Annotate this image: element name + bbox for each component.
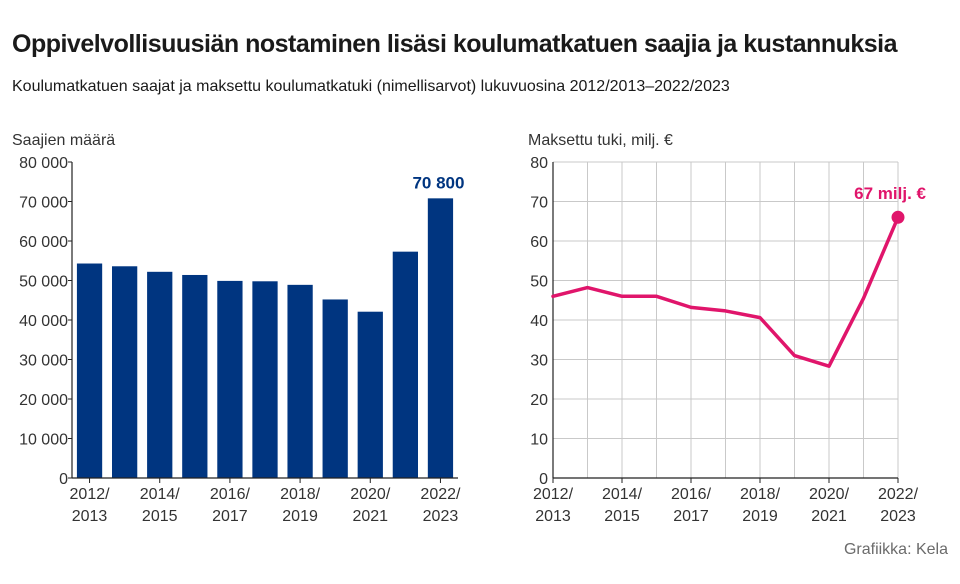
bar-2013-2014 [112, 266, 138, 478]
bar-y-tick-label: 50 000 [19, 274, 68, 291]
bar-x-tick-label: 2017 [212, 508, 248, 525]
line-x-tick-label: 2014/ [602, 486, 643, 503]
line-y-tick-label: 30 [530, 353, 548, 370]
line-x-tick-label: 2015 [604, 508, 640, 525]
line-chart-ylabel: Maksettu tuki, milj. € [528, 132, 673, 149]
bar-2012-2013 [76, 263, 103, 478]
line-x-tick-label: 2023 [880, 508, 916, 525]
line-y-tick-label: 60 [530, 234, 548, 251]
chart-subtitle: Koulumatkatuen saajat ja maksettu koulum… [12, 78, 730, 95]
bar-x-tick-label: 2013 [72, 508, 108, 525]
bar-2020-2021 [357, 311, 383, 478]
recipients-bar-chart: Saajien määrä 0 10 000 20 000 30 000 40 000 5… [12, 132, 464, 525]
line-x-tick-label: 2017 [673, 508, 709, 525]
bar-y-tick-label: 10 000 [19, 432, 68, 449]
line-y-tick-label: 0 [539, 471, 548, 488]
bar-y-tick-label: 80 000 [19, 155, 68, 172]
line-y-tick-label: 50 [530, 274, 548, 291]
bar-y-tick-label: 0 [59, 471, 68, 488]
bar-x-tick-label: 2022/ [420, 486, 461, 503]
credit-text: Grafiikka: Kela [843, 541, 948, 558]
line-x-tick-label: 2012/ [533, 486, 574, 503]
bar-2021-2022 [392, 251, 418, 478]
last-point-marker [891, 210, 905, 224]
bar-x-tick-label: 2019 [282, 508, 318, 525]
bar-x-tick-label: 2021 [352, 508, 388, 525]
line-y-tick-label: 80 [530, 155, 548, 172]
bar-y-tick-label: 30 000 [19, 353, 68, 370]
line-y-tick-label: 20 [530, 392, 548, 409]
subsidy-line-chart: Maksettu tuki, milj. € 0 10 20 30 40 50 60 70 80… [528, 132, 927, 525]
bar-y-tick-label: 40 000 [19, 313, 68, 330]
bar-x-tick-label: 2023 [423, 508, 459, 525]
line-x-tick-label: 2018/ [740, 486, 781, 503]
bar-2018-2019 [287, 284, 313, 478]
bar-2014-2015 [147, 271, 173, 478]
bar-x-tick-label: 2012/ [70, 486, 111, 503]
line-y-tick-label: 40 [530, 313, 548, 330]
bar-x-tick-label: 2018/ [280, 486, 321, 503]
line-value-annotation: 67 milj. € [854, 184, 926, 203]
bar-value-annotation: 70 800 [412, 173, 464, 192]
subsidy-series-line [551, 215, 900, 368]
bar-2019-2020 [322, 299, 348, 478]
bar-y-tick-label: 60 000 [19, 234, 68, 251]
chart-title: Oppivelvollisuusiän nostaminen lisäsi ko… [12, 30, 898, 58]
bar-x-tick-label: 2015 [142, 508, 178, 525]
line-x-tick-label: 2022/ [878, 486, 919, 503]
line-x-tick-label: 2021 [811, 508, 847, 525]
bar-x-tick-label: 2016/ [210, 486, 251, 503]
line-x-tick-label: 2020/ [809, 486, 850, 503]
bar-chart-ylabel: Saajien määrä [12, 132, 115, 149]
bar-y-tick-label: 20 000 [19, 392, 68, 409]
line-x-tick-label: 2013 [535, 508, 571, 525]
bar-x-tick-label: 2014/ [140, 486, 181, 503]
bar-2015-2016 [182, 274, 208, 478]
bar-2022-2023 [427, 198, 454, 478]
line-x-tick-label: 2019 [742, 508, 778, 525]
line-y-tick-label: 70 [530, 195, 548, 212]
line-x-tick-label: 2016/ [671, 486, 712, 503]
bar-x-tick-label: 2020/ [350, 486, 391, 503]
bar-2016-2017 [217, 280, 243, 478]
bar-2017-2018 [252, 281, 278, 478]
line-y-tick-label: 10 [530, 432, 548, 449]
bar-y-tick-label: 70 000 [19, 195, 68, 212]
